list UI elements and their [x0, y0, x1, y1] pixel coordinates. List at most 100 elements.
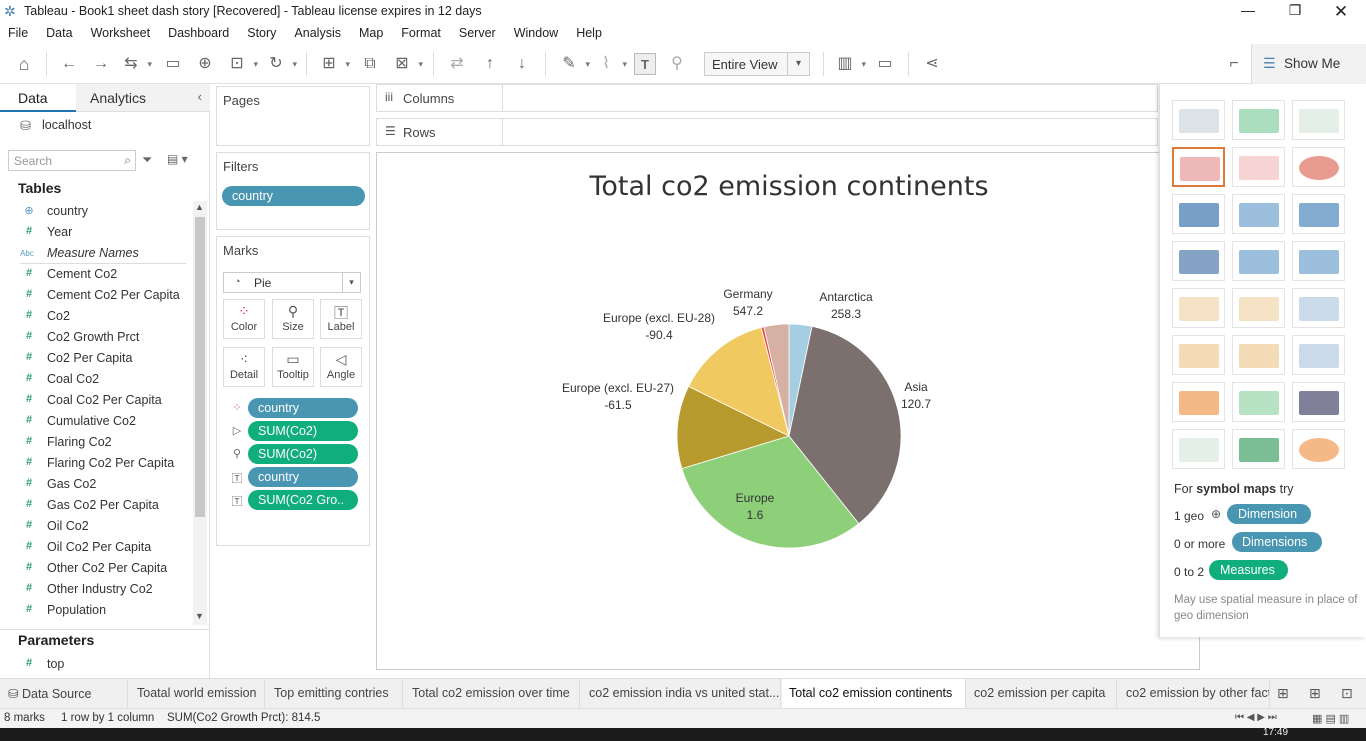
tab-sheet[interactable]: co2 emission india vs united stat... — [581, 679, 781, 708]
columns-shelf[interactable]: iii Columns — [376, 84, 1158, 112]
sort-descending-icon[interactable]: ↓ — [518, 55, 526, 72]
new-datasource-icon[interactable]: ⊕ — [198, 55, 212, 72]
chart-type-gantt[interactable] — [1172, 429, 1225, 469]
tab-data-source[interactable]: ⛁ Data Source — [0, 679, 128, 708]
redo-icon[interactable]: → — [93, 55, 109, 72]
pie-chart[interactable]: Antarctica 258.3 Asia 120.7 Europe 1.6 Europe … — [377, 153, 1199, 669]
field-item[interactable]: # Flaring Co2 — [0, 432, 192, 453]
tooltip-button[interactable]: ▭ Tooltip — [272, 347, 314, 387]
chart-type-text-table[interactable] — [1172, 100, 1225, 140]
scroll-thumb[interactable] — [195, 217, 205, 517]
pages-card[interactable]: Pages — [216, 86, 370, 146]
marks-pill-co2-size[interactable]: SUM(Co2) — [248, 444, 358, 464]
menu-map[interactable]: Map — [358, 26, 384, 40]
view-options-icon[interactable]: ▤ ▾ — [167, 152, 188, 166]
filter-icon[interactable]: ⏷ — [142, 152, 153, 167]
chart-type-discrete-lines[interactable] — [1232, 288, 1285, 328]
chart-type-stacked-bars[interactable] — [1232, 194, 1285, 234]
tab-sheet-active[interactable]: Total co2 emission continents — [782, 679, 966, 708]
rows-shelf[interactable]: ☰ Rows — [376, 118, 1158, 146]
chart-type-dual-lines[interactable] — [1292, 288, 1345, 328]
angle-button[interactable]: ◁ Angle — [320, 347, 362, 387]
field-item[interactable]: # Co2 — [0, 306, 192, 327]
sort-ascending-icon[interactable]: ↑ — [486, 55, 494, 72]
highlight-icon[interactable]: ✎ — [558, 53, 590, 75]
menu-data[interactable]: Data — [46, 26, 73, 40]
undo-icon[interactable]: ← — [61, 55, 77, 72]
swap-icon[interactable]: ⇄ — [450, 55, 464, 72]
field-item[interactable]: # Gas Co2 Per Capita — [0, 495, 192, 516]
tab-sheet[interactable]: co2 emission per capita — [967, 679, 1117, 708]
field-item[interactable]: # Cement Co2 — [0, 264, 192, 285]
filter-pill-country[interactable]: country — [222, 186, 365, 206]
group-icon[interactable]: ⌇ — [595, 53, 627, 75]
chart-type-continuous-lines[interactable] — [1172, 288, 1225, 328]
field-item[interactable]: # Co2 Growth Prct — [0, 327, 192, 348]
new-worksheet-icon[interactable]: ⊞ — [1277, 685, 1289, 701]
parameter-item[interactable]: # top — [0, 654, 192, 675]
save-icon[interactable]: ▭ — [165, 55, 181, 72]
viz-canvas[interactable]: Total co2 emission continents Antarctica… — [376, 152, 1200, 670]
field-item[interactable]: Abc Measure Names — [0, 243, 192, 264]
chart-type-filled-map[interactable] — [1232, 147, 1285, 187]
menu-format[interactable]: Format — [401, 26, 441, 40]
format-painter-icon[interactable]: ⌐ — [1229, 55, 1239, 72]
menu-file[interactable]: File — [8, 26, 29, 40]
marks-pill-co2-angle[interactable]: SUM(Co2) — [248, 421, 358, 441]
size-button[interactable]: ⚲ Size — [272, 299, 314, 339]
chart-type-area-discrete[interactable] — [1232, 335, 1285, 375]
connection-name[interactable]: localhost — [42, 118, 92, 132]
menu-window[interactable]: Window — [513, 26, 559, 40]
field-item[interactable]: # Other Industry Co2 — [0, 579, 192, 600]
field-item[interactable]: # Co2 Per Capita — [0, 348, 192, 369]
chart-type-area-continuous[interactable] — [1172, 335, 1225, 375]
view-toggle-icons[interactable]: ▦ ▤ ▥ — [1312, 713, 1350, 725]
scroll-down-icon[interactable]: ▼ — [195, 611, 204, 621]
show-cards-icon[interactable]: ▥ — [834, 53, 866, 75]
menu-server[interactable]: Server — [458, 26, 496, 40]
new-story-icon[interactable]: ⊡ — [1341, 685, 1353, 701]
chart-type-highlight-table[interactable] — [1292, 100, 1345, 140]
field-item[interactable]: # Oil Co2 Per Capita — [0, 537, 192, 558]
chart-type-scatter-plot[interactable] — [1172, 382, 1225, 422]
home-icon[interactable]: ⌂ — [18, 54, 30, 74]
chart-type-horizontal-bars[interactable] — [1172, 194, 1225, 234]
presentation-icon[interactable]: ▭ — [877, 55, 893, 72]
restore-icon[interactable]: ❐ — [1288, 2, 1302, 18]
show-labels-icon[interactable]: T — [634, 53, 656, 75]
marks-pill-country-color[interactable]: country — [248, 398, 358, 418]
minimize-icon[interactable]: — — [1241, 2, 1255, 18]
tab-sheet[interactable]: Total co2 emission over time — [404, 679, 580, 708]
refresh-icon[interactable]: ↻ — [265, 53, 297, 75]
menu-story[interactable]: Story — [247, 26, 277, 40]
field-item[interactable]: # Year — [0, 222, 192, 243]
share-icon[interactable]: ⋖ — [925, 55, 939, 72]
field-item[interactable]: # Cement Co2 Per Capita — [0, 285, 192, 306]
label-button[interactable]: 🅃 Label — [320, 299, 362, 339]
field-item[interactable]: # Flaring Co2 Per Capita — [0, 453, 192, 474]
field-item[interactable]: # Population — [0, 600, 192, 621]
search-input[interactable]: Search ⌕ — [8, 150, 136, 171]
filters-card[interactable]: Filters country — [216, 152, 370, 230]
field-item[interactable]: # Coal Co2 — [0, 369, 192, 390]
pie-slice[interactable] — [763, 323, 790, 437]
detail-button[interactable]: ⁖ Detail — [223, 347, 265, 387]
tab-sheet[interactable]: Top emitting contries — [266, 679, 403, 708]
scroll-up-icon[interactable]: ▲ — [195, 202, 204, 212]
field-item[interactable]: # Oil Co2 — [0, 516, 192, 537]
chart-type-symbol-map[interactable] — [1172, 147, 1225, 187]
tab-sheet[interactable]: Toatal world emission — [129, 679, 265, 708]
duplicate-icon[interactable]: ⧉ — [364, 55, 376, 72]
fit-dropdown[interactable]: Entire View ▾ — [704, 52, 810, 76]
chart-type-pie-chart[interactable] — [1292, 147, 1345, 187]
close-icon[interactable]: ✕ — [1333, 2, 1349, 21]
replay-icon[interactable]: ⇆ — [120, 53, 152, 75]
menu-analysis[interactable]: Analysis — [294, 26, 341, 40]
pause-updates-icon[interactable]: ⊡ — [226, 53, 258, 75]
chart-type-treemap[interactable] — [1172, 241, 1225, 281]
marks-pill-country-label[interactable]: country — [248, 467, 358, 487]
chart-type-histogram[interactable] — [1232, 382, 1285, 422]
fix-axes-icon[interactable]: ⚲ — [671, 55, 683, 72]
new-worksheet-icon[interactable]: ⊞ — [318, 53, 350, 75]
new-dashboard-icon[interactable]: ⊞ — [1309, 685, 1321, 701]
